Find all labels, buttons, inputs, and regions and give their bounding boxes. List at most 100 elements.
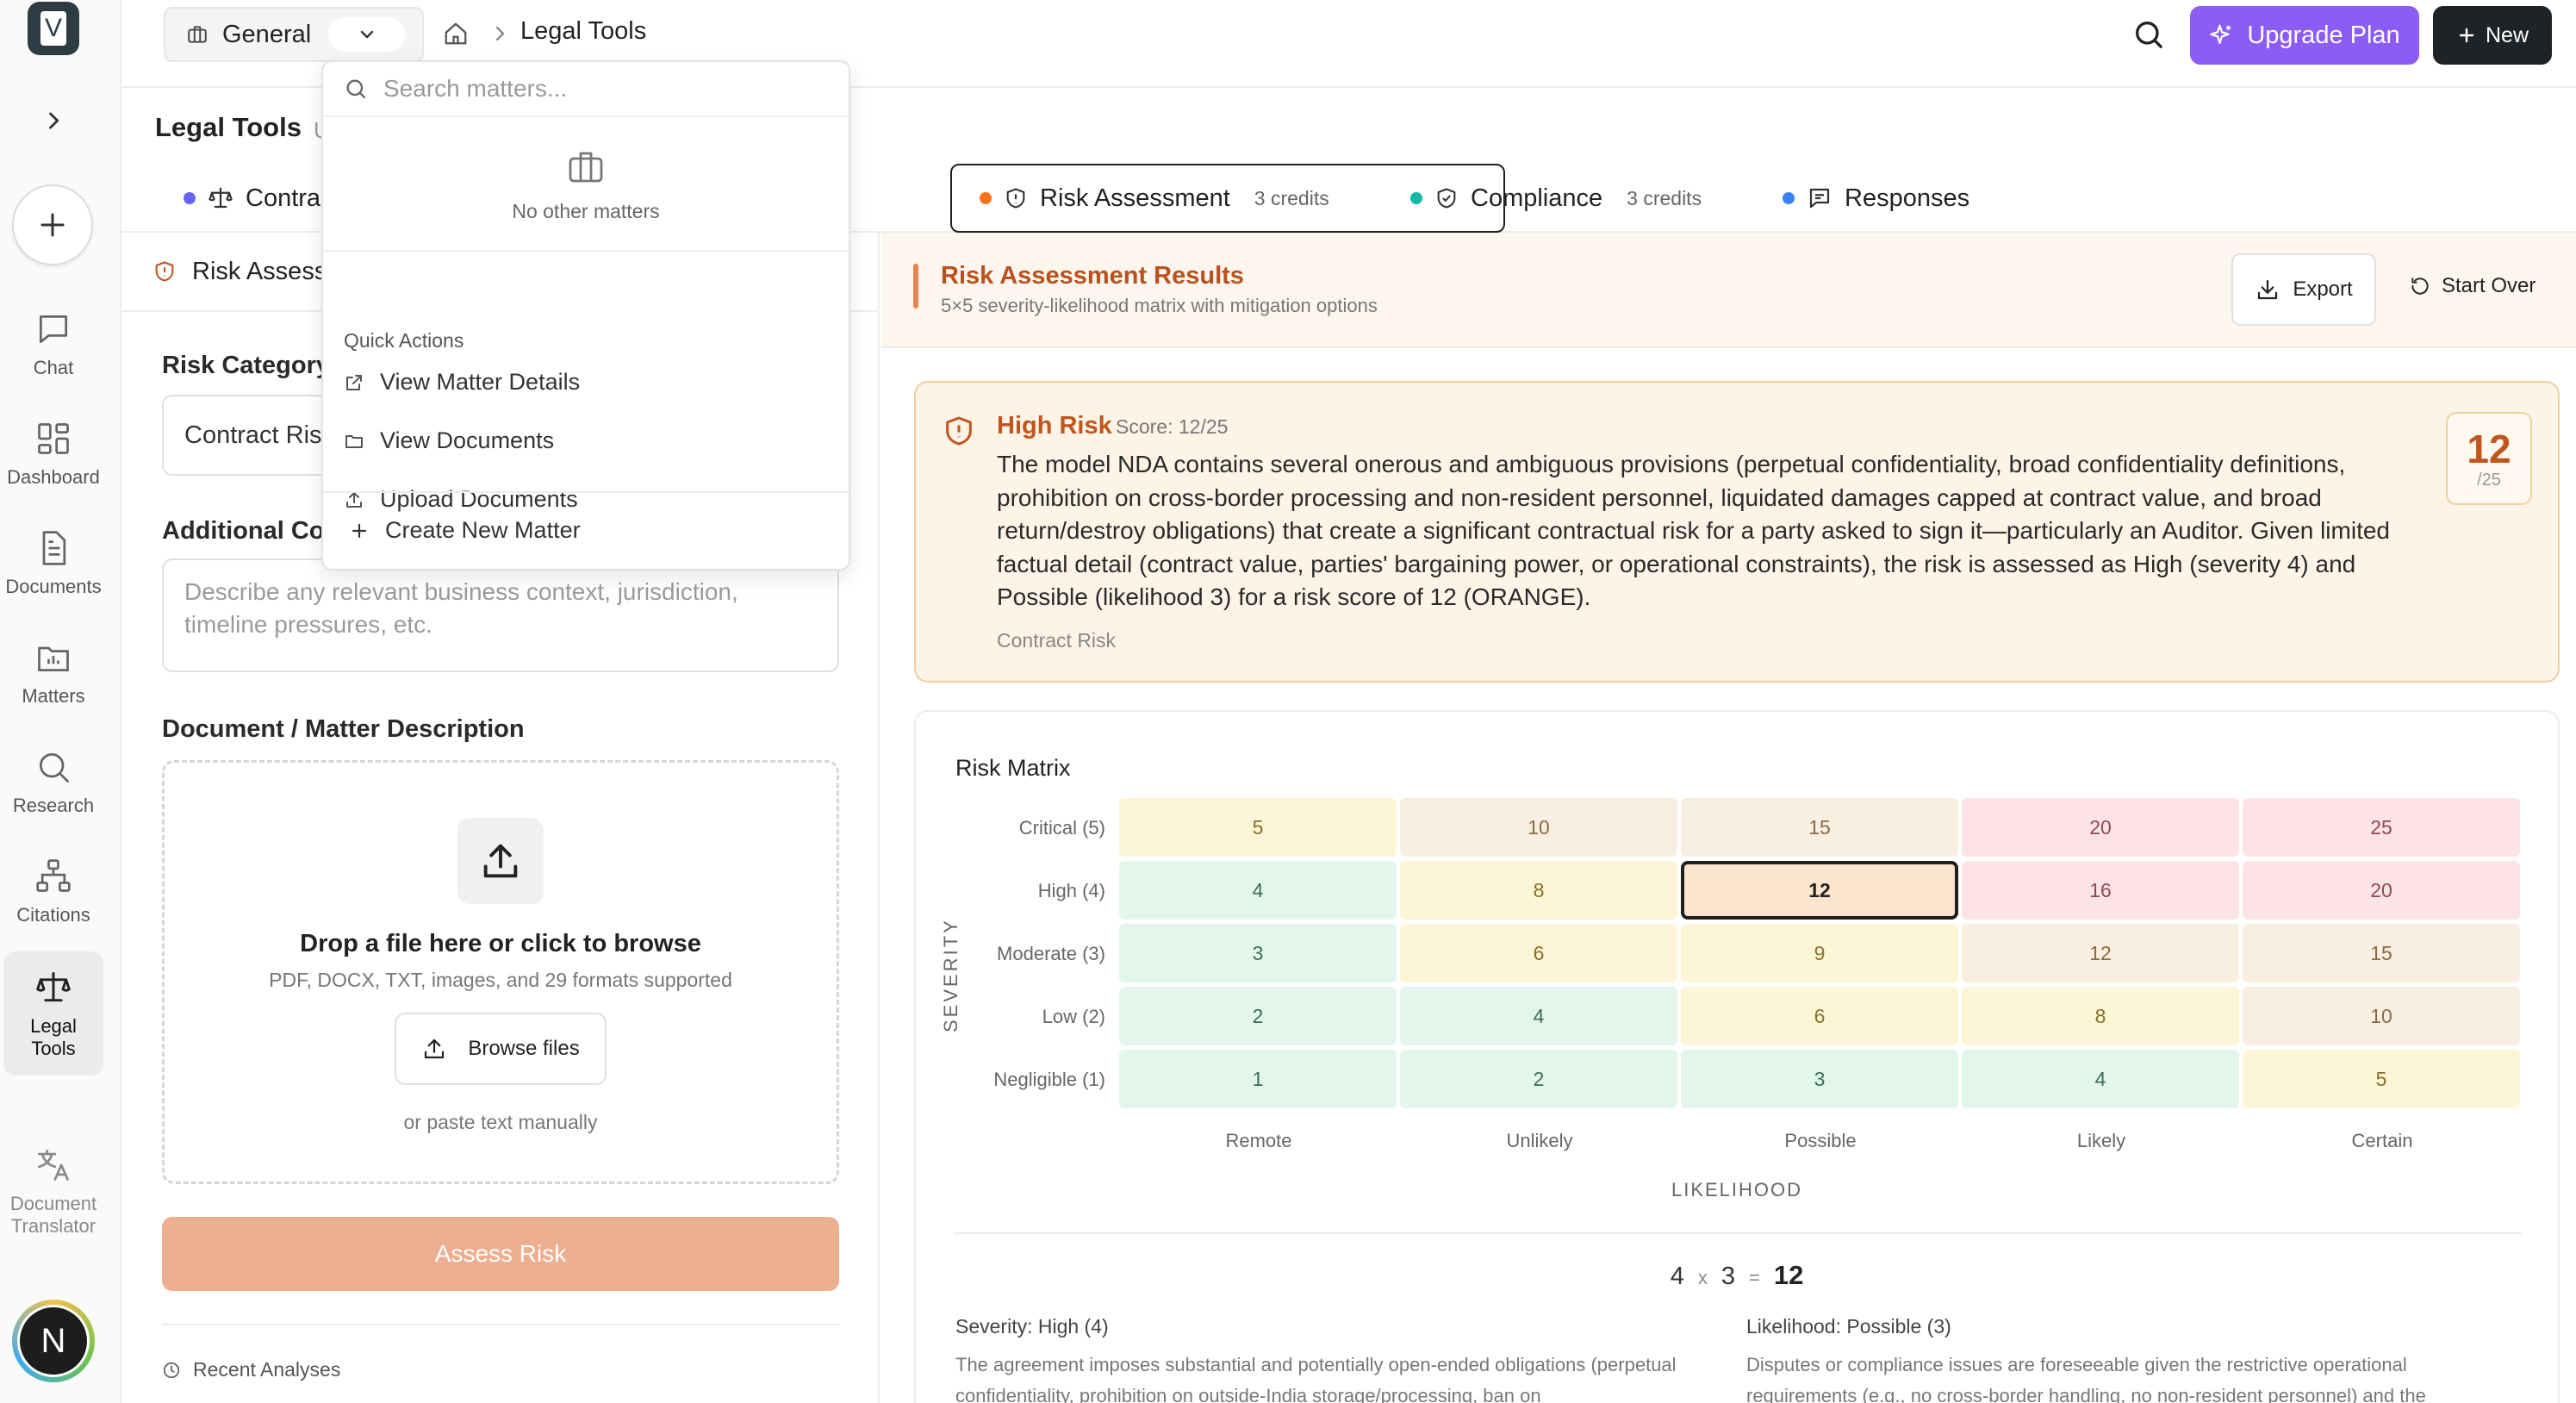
- matrix-cell[interactable]: 6: [1681, 987, 1958, 1045]
- matrix-cell[interactable]: 15: [1681, 798, 1958, 857]
- matrix-cell[interactable]: 5: [2243, 1050, 2520, 1108]
- sidebar-item-citations[interactable]: Citations: [3, 857, 103, 926]
- sidebar-item-matters[interactable]: Matters: [3, 639, 103, 708]
- matrix-cell[interactable]: 12: [1962, 924, 2239, 982]
- message-icon: [1809, 188, 1830, 209]
- results-subtitle: 5×5 severity-likelihood matrix with miti…: [941, 295, 1378, 316]
- start-over-button[interactable]: Start Over: [2409, 274, 2536, 298]
- likelihood-axis-label: LIKELIHOOD: [1671, 1179, 1803, 1200]
- tab-dot: [184, 192, 196, 204]
- tab-dot: [980, 192, 992, 204]
- assess-risk-button[interactable]: Assess Risk: [162, 1217, 839, 1291]
- matrix-cell[interactable]: 20: [2243, 861, 2520, 920]
- score-formula: 4 x 3 = 12: [916, 1260, 2558, 1291]
- breadcrumb-current: Legal Tools: [520, 17, 647, 45]
- matrix-row-label: Low (2): [1042, 1006, 1105, 1027]
- matrix-cell[interactable]: 15: [2243, 924, 2520, 982]
- chevron-down-icon[interactable]: [328, 17, 407, 52]
- quick-actions-label: Quick Actions: [344, 329, 464, 352]
- matrix-cell[interactable]: 6: [1400, 924, 1677, 982]
- sidebar-item-research[interactable]: Research: [3, 748, 103, 817]
- document-label: Document / Matter Description: [162, 715, 525, 743]
- score-badge: 12 /25: [2446, 412, 2532, 505]
- context-textarea[interactable]: Describe any relevant business context, …: [162, 558, 839, 672]
- home-icon[interactable]: [443, 21, 469, 47]
- risk-summary-card: High Risk Score: 12/25 The model NDA con…: [914, 381, 2560, 683]
- matrix-cell[interactable]: 8: [1400, 861, 1677, 920]
- sidebar-item-label: Chat: [33, 357, 74, 378]
- matter-selector[interactable]: General: [164, 7, 424, 62]
- matrix-cell[interactable]: 8: [1962, 987, 2239, 1045]
- app-logo[interactable]: V: [28, 2, 79, 55]
- tab-responses[interactable]: Responses: [1783, 164, 1969, 233]
- matrix-cell[interactable]: 9: [1681, 924, 1958, 982]
- export-button[interactable]: Export: [2231, 253, 2376, 326]
- matrix-cell[interactable]: 10: [1400, 798, 1677, 857]
- page-title: Legal Tools: [155, 112, 302, 142]
- matrix-column-label: Possible: [1784, 1130, 1857, 1151]
- sidebar-item-document-translator[interactable]: Document Translator: [3, 1146, 103, 1238]
- tab-label: Contra: [246, 184, 321, 212]
- sidebar-item-chat[interactable]: Chat: [3, 310, 103, 379]
- new-button[interactable]: New: [2433, 6, 2552, 65]
- matrix-row-label: Moderate (3): [997, 943, 1105, 964]
- chat-icon: [39, 315, 68, 344]
- matrix-cell[interactable]: 20: [1962, 798, 2239, 857]
- sidebar-item-documents[interactable]: Documents: [3, 529, 103, 598]
- search-icon[interactable]: [2131, 17, 2166, 52]
- matrix-cell[interactable]: 4: [1119, 861, 1397, 920]
- external-link-icon: [346, 374, 362, 390]
- upload-icon: [457, 818, 544, 904]
- view-documents-item[interactable]: View Documents: [344, 427, 554, 454]
- recent-analyses-header[interactable]: Recent Analyses: [162, 1358, 340, 1381]
- briefcase-icon: [188, 26, 207, 43]
- risk-matrix-title: Risk Matrix: [955, 755, 1071, 781]
- matter-selector-label: General: [222, 20, 312, 48]
- matrix-cell[interactable]: 5: [1119, 798, 1397, 857]
- matrix-column-label: Unlikely: [1506, 1130, 1573, 1151]
- plus-icon: [352, 523, 367, 538]
- formula-severity: 4: [1670, 1263, 1684, 1290]
- matrix-cell[interactable]: 25: [2243, 798, 2520, 857]
- matrix-cell[interactable]: 1: [1119, 1050, 1397, 1108]
- briefcase-icon: [569, 152, 603, 182]
- paste-text-link[interactable]: or paste text manually: [403, 1111, 598, 1133]
- view-matter-details-item[interactable]: View Matter Details: [344, 369, 580, 396]
- matrix-cell[interactable]: 3: [1119, 924, 1397, 982]
- shield-check-icon: [1437, 188, 1456, 209]
- matrix-cell[interactable]: 2: [1400, 1050, 1677, 1108]
- documents-icon: [42, 531, 66, 565]
- matrix-cell[interactable]: 10: [2243, 987, 2520, 1045]
- scale-icon: [208, 187, 233, 209]
- sidebar-item-label: Legal Tools: [30, 1015, 77, 1059]
- sidebar-item-label: Documents: [5, 576, 102, 597]
- user-avatar[interactable]: N: [12, 1300, 95, 1382]
- plus-icon: [40, 213, 65, 237]
- matter-search[interactable]: Search matters...: [323, 62, 849, 117]
- browse-files-label: Browse files: [468, 1037, 580, 1060]
- formula-result: 12: [1773, 1260, 1804, 1290]
- matrix-cell[interactable]: 16: [1962, 861, 2239, 920]
- matrix-cell[interactable]: 2: [1119, 987, 1397, 1045]
- create-new-matter-item[interactable]: Create New Matter: [349, 517, 581, 544]
- file-dropzone[interactable]: Drop a file here or click to browse PDF,…: [162, 760, 839, 1184]
- matrix-cell[interactable]: 4: [1400, 987, 1677, 1045]
- divider: [162, 1324, 839, 1325]
- upgrade-plan-button[interactable]: Upgrade Plan: [2190, 6, 2419, 65]
- upload-documents-item[interactable]: Upload Documents: [344, 486, 578, 513]
- menu-item-label: View Documents: [380, 427, 555, 453]
- matrix-cell[interactable]: 12: [1681, 861, 1958, 920]
- matrix-cell[interactable]: 3: [1681, 1050, 1958, 1108]
- expand-sidebar-icon[interactable]: [41, 109, 65, 133]
- new-chat-button[interactable]: [12, 184, 93, 265]
- matter-search-input[interactable]: Search matters...: [383, 75, 568, 102]
- matrix-cell[interactable]: 4: [1962, 1050, 2239, 1108]
- tab-compliance[interactable]: Compliance 3 credits: [1410, 164, 1702, 233]
- sidebar-item-dashboard[interactable]: Dashboard: [3, 420, 103, 489]
- sidebar-item-label: Research: [12, 795, 95, 816]
- formula-equals: =: [1748, 1267, 1760, 1288]
- sidebar-item-legal-tools[interactable]: Legal Tools: [3, 951, 103, 1076]
- matrix-column-label: Likely: [2076, 1130, 2126, 1151]
- browse-files-button[interactable]: Browse files: [395, 1013, 607, 1085]
- formula-times: x: [1697, 1267, 1708, 1288]
